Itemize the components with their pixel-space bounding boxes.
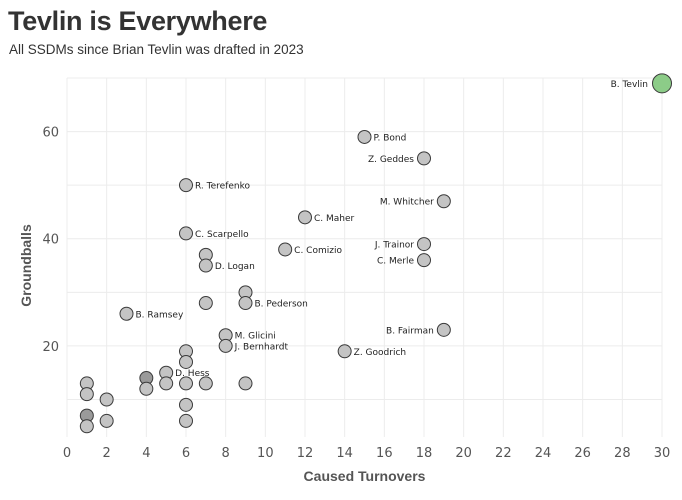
x-tick-label: 22 [495, 446, 512, 461]
data-point [436, 194, 451, 209]
data-point [179, 354, 193, 369]
data-point [179, 376, 193, 391]
chart-subtitle: All SSDMs since Brian Tevlin was drafted… [9, 42, 304, 57]
y-tick-label: 40 [42, 233, 59, 248]
point-label: B. Ramsey [136, 310, 184, 320]
data-point [278, 242, 293, 257]
point-label: M. Glicini [235, 332, 276, 342]
data-point [298, 210, 312, 225]
data-points [79, 73, 672, 434]
x-axis-title: Caused Turnovers [304, 468, 426, 484]
point-label: M. Whitcher [380, 198, 434, 208]
point-label: P. Bond [374, 133, 407, 143]
data-point [238, 376, 253, 391]
point-label: B. Pederson [255, 300, 308, 310]
highlight-point [652, 73, 672, 94]
data-point [179, 226, 193, 241]
data-point [198, 296, 213, 311]
x-tick-label: 24 [535, 446, 552, 461]
data-point [417, 237, 431, 252]
x-tick-label: 18 [416, 446, 433, 461]
data-point [99, 392, 114, 407]
data-point [198, 376, 213, 391]
x-tick-label: 20 [455, 446, 472, 461]
point-label: D. Logan [215, 262, 255, 272]
point-label: D. Hess [175, 369, 210, 379]
x-tick-label: 16 [376, 446, 393, 461]
point-label: Z. Geddes [368, 155, 414, 165]
y-tick-label: 20 [42, 340, 59, 355]
x-tick-label: 28 [614, 446, 631, 461]
data-point [99, 413, 114, 428]
x-tick-label: 2 [103, 446, 111, 461]
x-tick-label: 6 [182, 446, 190, 461]
data-point [179, 178, 193, 193]
x-tick-label: 4 [142, 446, 150, 461]
x-tick-label: 26 [574, 446, 591, 461]
data-point [79, 419, 94, 434]
point-label: Z. Goodrich [354, 348, 406, 358]
y-axis-title: Groundballs [18, 224, 34, 307]
point-label: B. Fairman [386, 326, 434, 336]
data-point [159, 376, 174, 391]
point-label: C. Merle [377, 257, 415, 267]
point-label: C. Scarpello [195, 230, 249, 240]
data-point [198, 258, 213, 273]
data-point [179, 413, 193, 428]
chart-title: Tevlin is Everywhere [8, 6, 268, 36]
data-point [139, 381, 154, 396]
point-label: J. Bernhardt [234, 342, 289, 352]
data-point [357, 129, 372, 144]
point-label: R. Terefenko [195, 182, 251, 192]
x-tick-label: 30 [654, 446, 671, 461]
point-label: J. Trainor [374, 241, 414, 251]
point-label: C. Maher [314, 214, 355, 224]
y-tick-label: 60 [42, 126, 59, 141]
data-point [179, 397, 193, 412]
point-label: C. Comizio [294, 246, 342, 256]
point-labels: B. Tevlin P. Bond Z. Geddes R. Terefenko M. … [136, 80, 649, 379]
data-point [417, 253, 431, 268]
data-point [337, 344, 352, 359]
x-tick-label: 10 [257, 446, 274, 461]
x-tick-label: 0 [63, 446, 71, 461]
grid-lines [66, 77, 663, 437]
x-tick-label: 12 [297, 446, 314, 461]
data-point [417, 151, 431, 166]
point-label: B. Tevlin [611, 80, 648, 90]
data-point [238, 296, 253, 311]
data-point [436, 322, 451, 337]
x-tick-label: 14 [336, 446, 353, 461]
data-point [119, 306, 134, 321]
data-point [79, 387, 94, 402]
x-tick-label: 8 [222, 446, 230, 461]
data-point [218, 338, 233, 353]
